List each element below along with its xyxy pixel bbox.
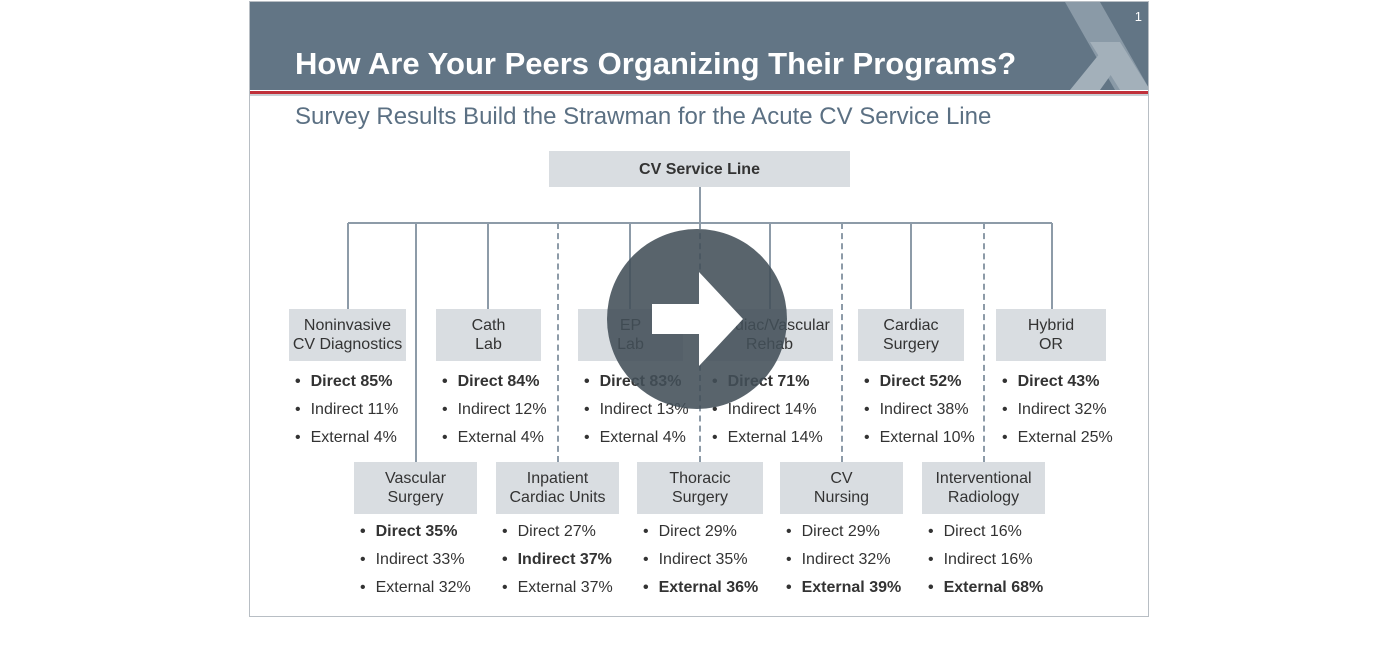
logo-chevron-icon [1065,2,1148,90]
stat-list: Direct 35%Indirect 33%External 32% [360,523,471,607]
box-label-line2: Surgery [882,336,940,353]
header-band [250,2,1148,90]
play-button[interactable] [607,229,787,409]
stat-item: Indirect 35% [643,551,758,579]
stat-list: Direct 29%Indirect 35%External 36% [643,523,759,607]
connector [557,223,559,462]
box-label-line1: Interventional [935,470,1032,487]
box-label-line1: Vascular [384,470,447,487]
org-box: Cath Lab [436,309,541,361]
stat-item: Indirect 13% [584,401,689,429]
connector [415,223,417,462]
slide: How Are Your Peers Organizing Their Prog… [249,1,1149,617]
org-box: Cardiac Surgery [858,309,964,361]
stat-item: External 25% [1002,429,1113,457]
connector [487,223,489,310]
connector [983,223,985,462]
stat-item: Direct 85% [295,373,398,401]
org-box: Thoracic Surgery [637,462,763,514]
stat-item: External 32% [360,579,471,607]
stat-item: Direct 16% [928,523,1043,551]
stat-item: Direct 27% [502,523,613,551]
stat-list: Direct 29%Indirect 32%External 39% [786,523,902,607]
stat-item: External 39% [786,579,902,607]
stat-item: Indirect 12% [442,401,547,429]
stat-list: Direct 43%Indirect 32%External 25% [1002,373,1113,457]
connector [699,187,701,223]
connector [841,223,843,462]
box-label-line2: OR [1038,336,1063,353]
box-label-line1: Hybrid [1027,317,1075,334]
org-box: Vascular Surgery [354,462,477,514]
stat-item: Direct 52% [864,373,975,401]
divider [250,94,1148,96]
stat-item: Direct 29% [643,523,758,551]
page-number: 1 [1134,9,1142,24]
connector [910,223,912,310]
org-box: Hybrid OR [996,309,1106,361]
slide-subtitle: Survey Results Build the Strawman for th… [295,103,992,130]
connector [347,223,349,310]
stat-item: Direct 43% [1002,373,1113,401]
play-arrow-icon [652,272,743,366]
stat-list: Direct 84%Indirect 12%External 4% [442,373,547,457]
stat-item: External 4% [295,429,398,457]
stat-item: Indirect 11% [295,401,399,429]
stat-list: Direct 52%Indirect 38%External 10% [864,373,975,457]
stat-item: Indirect 33% [360,551,471,579]
org-box: Interventional Radiology [922,462,1045,514]
box-label-line2: CV Diagnostics [292,336,403,353]
box-label-line2: Cardiac Units [509,489,606,506]
box-label-line1: Thoracic [669,470,731,487]
stat-item: External 36% [643,579,759,607]
org-box: CV Nursing [780,462,903,514]
stat-item: External 37% [502,579,613,607]
org-box: Noninvasive CV Diagnostics [289,309,406,361]
box-label-line2: Lab [475,336,502,353]
stat-list: Direct 85%Indirect 11%External 4% [295,373,399,457]
stat-item: Indirect 16% [928,551,1043,579]
stat-item: Indirect 14% [712,401,823,429]
stat-item: External 4% [584,429,689,457]
stat-item: Direct 84% [442,373,547,401]
stat-item: Indirect 32% [786,551,901,579]
stat-item: Direct 29% [786,523,901,551]
box-label-line2: Surgery [671,489,728,506]
root-label: CV Service Line [639,160,760,178]
root-box: CV Service Line [549,151,850,187]
stat-item: Indirect 32% [1002,401,1113,429]
stat-item: External 68% [928,579,1044,607]
box-label-line1: Cardiac [883,317,939,334]
box-label-line1: Cath [471,317,506,334]
stat-item: External 14% [712,429,823,457]
connector [1051,223,1053,310]
stat-item: Direct 35% [360,523,471,551]
org-box: Inpatient Cardiac Units [496,462,619,514]
stat-list: Direct 16%Indirect 16%External 68% [928,523,1044,607]
box-label-line1: CV [830,470,853,487]
box-label-line1: Noninvasive [303,317,392,334]
stat-item: Indirect 38% [864,401,975,429]
stat-list: Direct 27%Indirect 37%External 37% [502,523,613,607]
box-label-line2: Nursing [813,489,870,506]
stat-item: External 4% [442,429,547,457]
box-label-line2: Radiology [947,489,1020,506]
box-label-line1: Inpatient [526,470,589,487]
stat-item: Indirect 37% [502,551,613,579]
accent-line [250,91,1148,94]
slide-title: How Are Your Peers Organizing Their Prog… [295,46,1017,81]
stat-item: External 10% [864,429,975,457]
box-label-line2: Surgery [387,489,444,506]
